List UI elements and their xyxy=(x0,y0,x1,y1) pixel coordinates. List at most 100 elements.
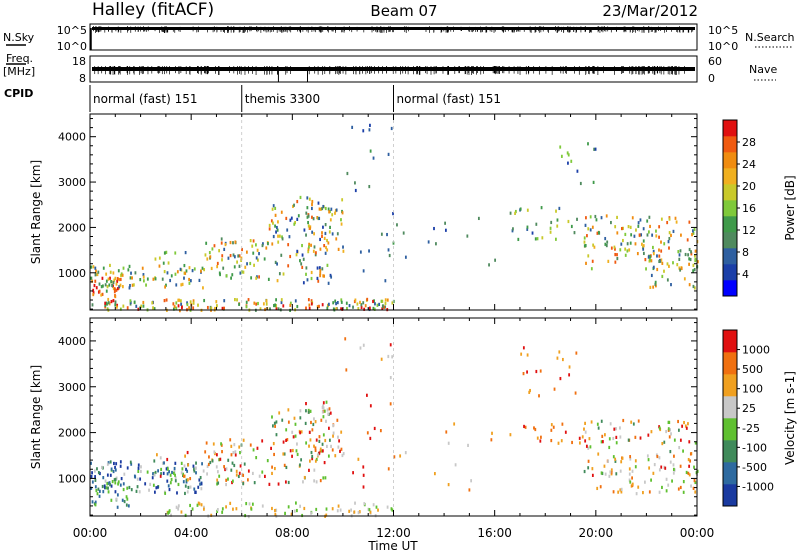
range-gate-cell xyxy=(286,228,289,232)
range-gate-cell xyxy=(649,224,651,229)
range-gate-cell xyxy=(336,232,339,236)
range-gate-cell xyxy=(677,419,679,424)
range-gate-cell xyxy=(683,420,685,425)
range-gate-cell xyxy=(276,279,279,283)
range-gate-cell xyxy=(129,276,132,280)
range-gate-cell xyxy=(246,262,248,266)
range-gate-cell xyxy=(679,485,682,490)
range-gate-cell xyxy=(216,470,219,474)
range-gate-cell xyxy=(383,305,385,309)
range-gate-cell xyxy=(363,307,366,311)
range-gate-cell xyxy=(541,236,544,240)
range-gate-cell xyxy=(137,466,140,470)
range-gate-cell xyxy=(186,478,189,482)
range-gate-cell xyxy=(652,252,655,256)
range-gate-cell xyxy=(137,307,140,311)
colorbar-swatch xyxy=(723,184,737,201)
range-gate-cell xyxy=(120,476,123,481)
range-gate-cell xyxy=(261,470,264,474)
range-gate-cell xyxy=(209,255,212,259)
range-gate-cell xyxy=(330,444,332,448)
range-gate-cell xyxy=(178,309,181,313)
range-gate-cell xyxy=(282,304,285,308)
range-gate-cell xyxy=(341,453,344,458)
range-gate-cell xyxy=(203,505,205,509)
range-gate-cell xyxy=(616,253,618,257)
range-gate-cell xyxy=(322,274,325,278)
range-gate-cell xyxy=(189,476,192,481)
range-gate-cell xyxy=(184,484,187,488)
range-gate-cell xyxy=(299,431,302,435)
range-gate-cell xyxy=(289,303,292,307)
range-gate-cell xyxy=(211,247,214,251)
range-gate-cell xyxy=(678,445,681,450)
range-gate-cell xyxy=(377,508,379,512)
range-gate-cell xyxy=(635,228,637,232)
range-gate-cell xyxy=(92,265,95,269)
range-gate-cell xyxy=(270,219,273,223)
range-gate-cell xyxy=(338,439,341,443)
range-gate-cell xyxy=(328,230,331,234)
range-gate-cell xyxy=(140,304,143,308)
range-gate-cell xyxy=(210,266,213,271)
range-gate-cell xyxy=(390,126,393,131)
range-gate-cell xyxy=(629,457,632,461)
range-gate-cell xyxy=(112,281,115,285)
range-gate-cell xyxy=(321,231,323,235)
range-gate-cell xyxy=(249,239,252,243)
range-gate-cell xyxy=(509,211,512,215)
colorbar-swatch xyxy=(723,200,737,217)
range-gate-cell xyxy=(174,479,177,483)
range-gate-cell xyxy=(595,218,598,222)
range-gate-cell xyxy=(627,438,630,442)
range-gate-cell xyxy=(130,488,133,492)
noise-panel xyxy=(89,23,698,51)
range-gate-cell xyxy=(679,438,682,442)
range-gate-cell xyxy=(221,258,223,262)
range-gate-cell xyxy=(315,251,317,255)
range-gate-cell xyxy=(690,484,692,488)
range-gate-cell xyxy=(114,477,117,482)
range-gate-cell xyxy=(326,306,329,310)
range-gate-cell xyxy=(661,441,664,446)
x-tick-label: 00:00 xyxy=(680,526,715,540)
range-gate-cell xyxy=(313,479,316,483)
range-gate-cell xyxy=(274,260,277,265)
range-gate-cell xyxy=(648,258,651,262)
range-gate-cell xyxy=(233,443,236,447)
range-gate-cell xyxy=(661,261,664,265)
x-tick-label: 00:00 xyxy=(73,526,108,540)
range-gate-cell xyxy=(389,376,392,380)
colorbar-tick-label: 28 xyxy=(742,136,756,149)
range-gate-cell xyxy=(435,242,437,246)
range-gate-cell xyxy=(404,451,407,455)
range-gate-cell xyxy=(674,216,677,220)
range-gate-cell xyxy=(273,466,276,471)
range-gate-cell xyxy=(216,509,219,513)
range-gate-cell xyxy=(92,288,95,292)
range-gate-cell xyxy=(372,299,374,304)
range-gate-cell xyxy=(340,307,342,311)
range-gate-cell xyxy=(666,278,669,282)
colorbar-swatch xyxy=(723,168,737,185)
range-gate-cell xyxy=(305,211,308,215)
range-gate-cell xyxy=(265,299,268,303)
range-gate-cell xyxy=(253,263,255,267)
range-gate-cell xyxy=(666,262,669,266)
range-gate-cell xyxy=(180,510,183,514)
range-gate-cell xyxy=(535,369,538,374)
range-gate-cell xyxy=(346,306,348,311)
range-gate-cell xyxy=(687,457,690,462)
range-gate-cell xyxy=(100,285,103,289)
range-gate-cell xyxy=(526,208,529,212)
range-gate-cell xyxy=(107,301,110,305)
range-gate-cell xyxy=(614,457,617,461)
colorbar-tick-label: 1000 xyxy=(742,344,770,357)
range-gate-cell xyxy=(667,427,670,431)
x-tick-label: 12:00 xyxy=(376,526,411,540)
range-gate-cell xyxy=(692,231,695,235)
range-gate-cell xyxy=(177,504,180,508)
range-gate-cell xyxy=(227,477,229,481)
range-gate-cell xyxy=(311,454,314,459)
range-gate-cell xyxy=(396,223,398,227)
